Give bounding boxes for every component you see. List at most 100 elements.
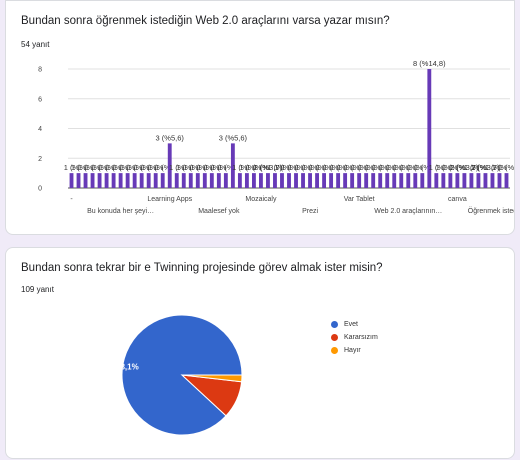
response-count: 54 yanıt: [21, 40, 50, 49]
bar-data-label: 1 (%: [232, 163, 248, 172]
bar: [160, 173, 165, 188]
bar-data-label: 1 (%: [288, 163, 304, 172]
bar-data-label: 1 (%: [330, 163, 346, 172]
bar-data-label: 1 (%: [253, 163, 269, 172]
bar-data-label: 1 (%: [295, 163, 311, 172]
bar-data-label: 1 (%: [450, 163, 466, 172]
bar-data-label: 1 (%: [316, 163, 332, 172]
bar: [427, 69, 432, 188]
pie-legend: Evet Kararsızım Hayır: [331, 318, 378, 357]
y-tick-label: 4: [38, 126, 42, 133]
bar: [315, 173, 319, 188]
bar-data-label: 1 (%: [64, 163, 80, 172]
bar: [174, 173, 179, 188]
bar: [399, 173, 404, 188]
bar: [259, 173, 263, 188]
bar-data-label: 1 (%: [78, 163, 94, 172]
bar: [336, 173, 341, 188]
bar-data-label: 1 (%: [337, 163, 353, 172]
bar: [132, 173, 137, 188]
bar: [350, 173, 355, 188]
bar: [188, 173, 193, 188]
x-tick-label: Bu konuda her şeyi…: [87, 208, 154, 215]
bar: [329, 173, 334, 188]
bar-data-label: 1 (%: [190, 163, 206, 172]
legend-label: Kararsızım: [344, 334, 378, 341]
bar: [223, 173, 228, 188]
bar: [490, 173, 495, 188]
bar-data-label: 8 (%14,8): [413, 59, 446, 68]
bar: [273, 173, 277, 188]
bar-data-label: 1 (%: [387, 163, 403, 172]
bar-data-label: 1 (%: [85, 163, 101, 172]
bar: [364, 173, 369, 188]
pie-chart: 88,1%: [116, 314, 243, 436]
bar-data-label: 1 (%: [302, 163, 318, 172]
bar: [181, 173, 186, 188]
bar-data-label: 1 (%: [365, 163, 381, 172]
bar-data-label: 2 (%3,7): [254, 163, 283, 172]
bar-data-label: 1 (%: [218, 163, 234, 172]
bar-data-label: 1 (%: [211, 163, 227, 172]
bar: [287, 173, 291, 188]
bar: [153, 173, 158, 188]
bar-data-label: 1 (%: [281, 163, 297, 172]
bar: [280, 173, 284, 188]
y-tick-label: 8: [38, 67, 42, 74]
bar: [448, 173, 453, 188]
bar-data-label: 1 (%: [436, 163, 452, 172]
legend-item-evet: Evet: [331, 318, 378, 331]
bar: [413, 173, 418, 188]
bar: [357, 173, 362, 188]
bar: [202, 173, 207, 188]
legend-label: Evet: [344, 321, 359, 328]
bar-data-label: 1 (%: [408, 163, 424, 172]
bar: [420, 173, 425, 188]
bar: [455, 173, 460, 188]
bar-data-label: 1 (%: [443, 163, 459, 172]
question-title: Bundan sonra tekrar bir e Twinning proje…: [21, 262, 383, 274]
bar: [308, 173, 312, 188]
bar: [90, 173, 95, 188]
bar: [237, 173, 242, 188]
bar-data-label: 1 (%: [239, 163, 255, 172]
bar: [434, 173, 439, 188]
legend-label: Hayır: [344, 347, 361, 354]
bar: [97, 173, 102, 188]
bar-data-label: 1 (%: [99, 163, 115, 172]
bar-data-label: 1 (%: [71, 163, 87, 172]
bar: [294, 173, 298, 188]
bar: [476, 173, 481, 188]
x-tick-label: Prezi: [302, 208, 318, 215]
bar-data-label: 1 (%: [197, 163, 213, 172]
bar-data-label: 1 (%: [499, 163, 515, 172]
bar-data-label: 1 (%: [471, 163, 487, 172]
bar: [83, 173, 88, 188]
bar: [251, 173, 256, 188]
bar-data-label: 2 (%3,7): [471, 163, 500, 172]
bar: [230, 143, 235, 188]
bar: [69, 173, 74, 188]
bar-data-label: 1 (%: [134, 163, 150, 172]
bar-data-label: 1 (%: [155, 163, 171, 172]
bar-data-label: 1 (%: [246, 163, 262, 172]
y-tick-label: 0: [38, 186, 42, 193]
bar: [146, 173, 151, 188]
bar: [322, 173, 327, 188]
bar-data-label: 1 (%: [169, 163, 185, 172]
x-tick-label: -: [70, 196, 73, 203]
bar: [195, 173, 200, 188]
bar: [406, 173, 411, 188]
legend-item-hayır: Hayır: [331, 344, 378, 357]
bar: [371, 173, 376, 188]
response-count: 109 yanıt: [21, 285, 54, 294]
bar-data-label: 1 (%: [492, 163, 508, 172]
bar: [209, 173, 214, 188]
bar: [266, 173, 270, 188]
bar-data-label: 1 (%: [351, 163, 367, 172]
bar-data-label: 1 (%: [309, 163, 325, 172]
bar: [441, 173, 446, 188]
bar: [378, 173, 383, 188]
question-card-etwinning: Bundan sonra tekrar bir e Twinning proje…: [5, 247, 515, 459]
bar: [469, 173, 474, 188]
